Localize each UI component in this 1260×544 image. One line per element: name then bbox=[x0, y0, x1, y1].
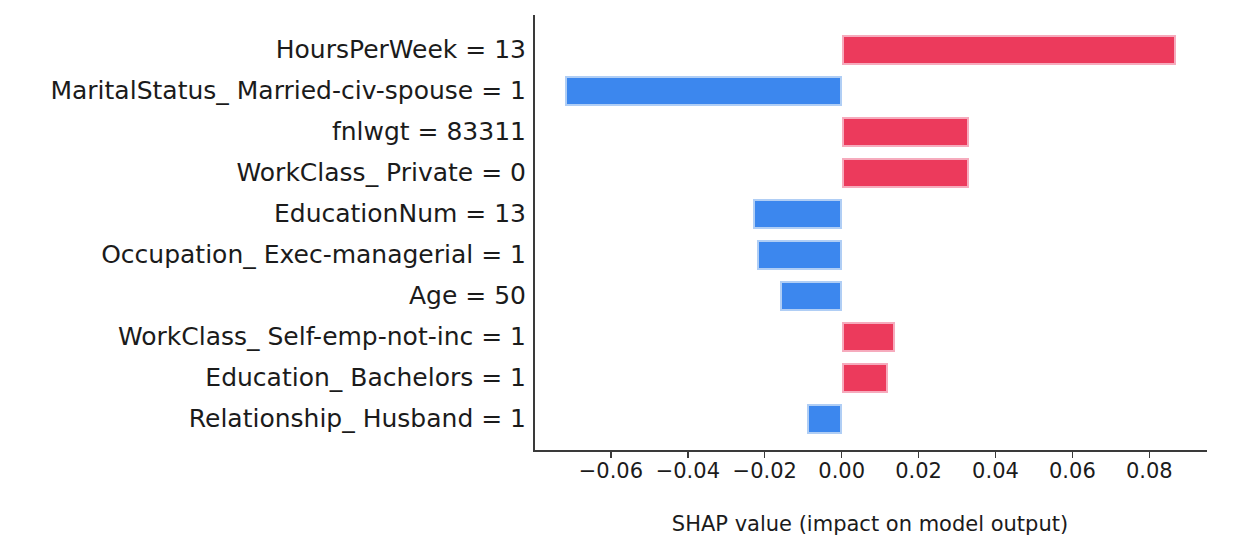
x-tick-mark bbox=[687, 450, 689, 458]
y-tick-label: EducationNum = 13 bbox=[0, 199, 526, 229]
x-tick-label: −0.04 bbox=[656, 459, 720, 483]
positive-bar bbox=[842, 322, 896, 352]
x-tick-mark bbox=[995, 450, 997, 458]
x-tick-mark bbox=[764, 450, 766, 458]
x-tick-mark bbox=[1072, 450, 1074, 458]
x-tick-mark bbox=[841, 450, 843, 458]
y-tick-label: Occupation_ Exec-managerial = 1 bbox=[0, 240, 526, 270]
y-tick-label: MaritalStatus_ Married-civ-spouse = 1 bbox=[0, 76, 526, 106]
y-tick-label: Education_ Bachelors = 1 bbox=[0, 363, 526, 393]
y-axis-spine bbox=[533, 15, 535, 451]
positive-bar bbox=[842, 117, 969, 147]
y-tick-label: Relationship_ Husband = 1 bbox=[0, 404, 526, 434]
x-tick-label: −0.06 bbox=[579, 459, 643, 483]
negative-bar bbox=[807, 404, 842, 434]
y-tick-label: Age = 50 bbox=[0, 281, 526, 311]
negative-bar bbox=[565, 76, 842, 106]
x-tick-mark bbox=[1149, 450, 1151, 458]
y-tick-label: WorkClass_ Self-emp-not-inc = 1 bbox=[0, 322, 526, 352]
plot-area bbox=[534, 15, 1207, 450]
negative-bar bbox=[753, 199, 841, 229]
positive-bar bbox=[842, 35, 1177, 65]
x-axis-spine bbox=[533, 450, 1207, 452]
y-tick-label: fnlwgt = 83311 bbox=[0, 117, 526, 147]
positive-bar bbox=[842, 363, 888, 393]
x-tick-mark bbox=[610, 450, 612, 458]
x-tick-label: 0.08 bbox=[1126, 459, 1173, 483]
shap-bar-chart: HoursPerWeek = 13 MaritalStatus_ Married-… bbox=[0, 0, 1260, 544]
negative-bar bbox=[757, 240, 842, 270]
negative-bar bbox=[780, 281, 842, 311]
x-tick-mark bbox=[918, 450, 920, 458]
x-tick-label: 0.02 bbox=[895, 459, 942, 483]
x-tick-label: 0.06 bbox=[1049, 459, 1096, 483]
x-axis-title: SHAP value (impact on model output) bbox=[672, 512, 1068, 536]
y-axis-labels: HoursPerWeek = 13 MaritalStatus_ Married-… bbox=[0, 0, 526, 544]
x-tick-label: 0.04 bbox=[972, 459, 1019, 483]
x-tick-label: −0.02 bbox=[733, 459, 797, 483]
positive-bar bbox=[842, 158, 969, 188]
y-tick-label: HoursPerWeek = 13 bbox=[0, 35, 526, 65]
x-tick-label: 0.00 bbox=[818, 459, 865, 483]
y-tick-label: WorkClass_ Private = 0 bbox=[0, 158, 526, 188]
